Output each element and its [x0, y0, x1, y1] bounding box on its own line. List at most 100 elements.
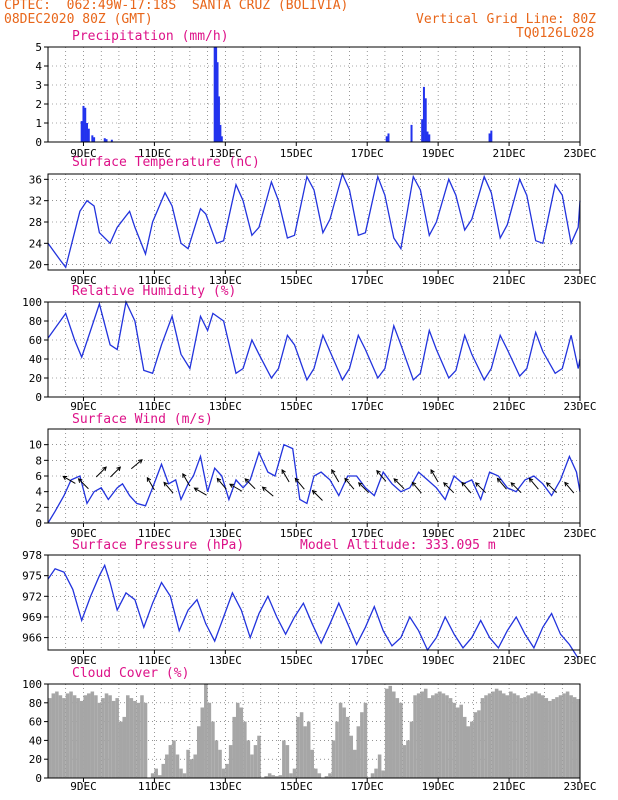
cloud-bar [282, 740, 286, 778]
cloud-bar [501, 693, 506, 778]
wind-arrow [528, 477, 539, 490]
precip-bar [216, 62, 219, 143]
cloud-bar [115, 698, 119, 778]
cloud-bar [207, 702, 212, 778]
cloud-bar [338, 702, 343, 778]
y-tick-label: 5 [35, 41, 42, 54]
wind-arrow [564, 481, 575, 494]
y-tick-label: 60 [29, 716, 42, 729]
cloud-bar [140, 695, 144, 778]
cloud-bar [441, 693, 446, 778]
cloud-bar [491, 691, 495, 778]
cloud-bar [126, 695, 130, 778]
cloud-bar [228, 745, 233, 778]
cloud-bar [157, 775, 162, 778]
y-tick-label: 80 [29, 315, 42, 328]
cloud-bar [526, 695, 531, 778]
wind-arrow [216, 477, 227, 490]
precip-bar [80, 121, 83, 142]
cloud-bar [317, 773, 322, 778]
cloud-bar [108, 695, 112, 778]
cloud-bar [470, 721, 474, 778]
cloud-bar [512, 693, 517, 778]
cloud-bar [186, 749, 190, 778]
y-tick-label: 20 [29, 372, 42, 385]
x-tick-label: 21DEC [493, 400, 526, 413]
x-tick-label: 23DEC [563, 274, 596, 287]
x-tick-label: 19DEC [422, 147, 455, 160]
cloud-bar [306, 721, 311, 778]
cloud-bar [409, 721, 414, 778]
cloud-bar [83, 695, 88, 778]
precip-bar [110, 139, 113, 142]
x-tick-label: 11DEC [138, 274, 171, 287]
wind-arrow [510, 482, 522, 494]
precip-bar [410, 124, 413, 142]
precip-bar [213, 47, 216, 142]
wind-arrow [411, 481, 422, 494]
y-tick-label: 4 [35, 486, 42, 499]
cloud-bar [466, 726, 471, 778]
cloud-bar [353, 749, 357, 778]
cloud-bar [420, 691, 424, 778]
cloud-bar [161, 763, 166, 778]
cloud-bar [406, 740, 410, 778]
x-tick-label: 23DEC [563, 527, 596, 540]
cloud-bar [377, 754, 382, 778]
y-tick-label: 3 [35, 79, 42, 92]
wind-arrow [182, 472, 191, 487]
precip-bar [105, 139, 108, 142]
cloud-bar [97, 702, 102, 778]
cloud-bar [342, 707, 346, 778]
cloud-bar [104, 693, 109, 778]
wind-arrow [331, 469, 340, 483]
x-tick-label: 9DEC [70, 400, 97, 413]
y-tick-label: 1 [35, 117, 42, 130]
cloud-bar [264, 776, 268, 778]
precip-bar [385, 136, 388, 142]
y-tick-label: 6 [35, 470, 42, 483]
x-tick-label: 23DEC [563, 147, 596, 160]
cloud-bar [65, 693, 70, 778]
cloud-bar [431, 695, 435, 778]
precip-bar [93, 137, 96, 142]
cloud-bar [76, 698, 80, 778]
plot-frame [47, 173, 581, 271]
wind-arrow [244, 478, 256, 490]
panel-3: 0 2 4 6 8 10 9DEC 11DEC 13DEC 15DEC 17DEC 19DEC 21DE… [29, 412, 597, 540]
x-tick-label: 21DEC [493, 274, 526, 287]
cloud-bar [196, 726, 201, 778]
cloud-bar [484, 695, 488, 778]
cloud-bar [544, 698, 549, 778]
cloud-bar [221, 768, 226, 778]
cloud-bar [218, 749, 222, 778]
x-tick-label: 9DEC [70, 274, 97, 287]
cloud-bar [48, 698, 52, 778]
cloud-bar [250, 754, 254, 778]
precip-bar [84, 107, 87, 142]
cloud-bar [150, 773, 155, 778]
cloud-bar [462, 716, 467, 778]
wind-arrow [294, 477, 305, 490]
x-tick-label: 9DEC [70, 527, 97, 540]
y-tick-label: 972 [22, 590, 42, 603]
cloud-bar [129, 698, 134, 778]
cloud-bar [455, 707, 460, 778]
wind-arrow [281, 469, 290, 483]
precip-bar [422, 86, 425, 142]
y-tick-label: 36 [29, 173, 42, 186]
cloud-bar [399, 702, 403, 778]
x-tick-label: 19DEC [422, 400, 455, 413]
cloud-bar [292, 768, 297, 778]
precip-bar [91, 135, 94, 142]
header-date: 08DEC2020 80Z (GMT) [4, 12, 153, 27]
precip-bar [387, 133, 390, 142]
wind-arrow [77, 478, 89, 490]
panel-0: 0 1 2 3 4 5 9DEC 11DEC 13DEC 15DEC 17DEC 19DEC 21DEC… [35, 29, 596, 160]
cloud-bar [257, 735, 261, 778]
header-model-code: TQ0126L028 [516, 26, 595, 41]
x-tick-label: 15DEC [280, 147, 313, 160]
cloud-bar [388, 685, 393, 778]
cloud-bar [374, 768, 378, 778]
cloud-bar [530, 693, 534, 778]
